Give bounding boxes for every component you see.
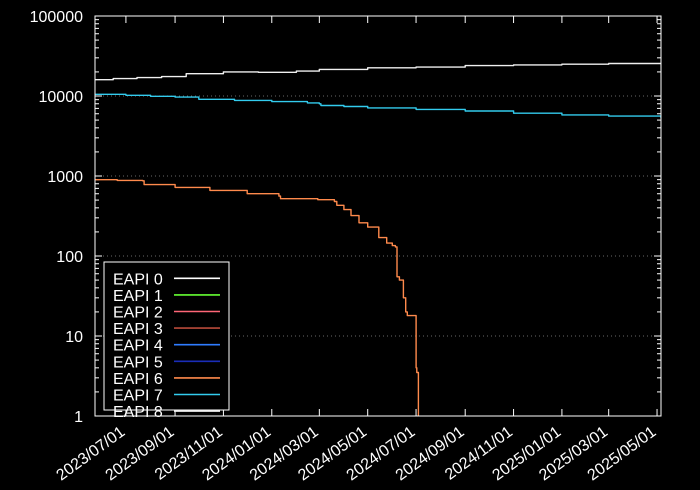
series-line-eapi-6: [95, 179, 420, 416]
y-tick-label: 100: [56, 249, 83, 266]
y-tick-label: 100000: [30, 9, 83, 26]
series-line-eapi-7: [95, 93, 661, 119]
plot-area: [95, 62, 661, 416]
y-tick-label: 10: [65, 329, 83, 346]
legend-label: EAPI 7: [113, 388, 163, 405]
plot-frame: [94, 15, 662, 417]
legend-label: EAPI 2: [113, 305, 163, 322]
legend-label: EAPI 0: [113, 271, 163, 288]
legend-label: EAPI 5: [113, 354, 163, 371]
legend-label: EAPI 1: [113, 288, 163, 305]
legend-label: EAPI 8: [113, 404, 163, 421]
legend-label: EAPI 3: [113, 321, 163, 338]
y-tick-label: 1: [74, 409, 83, 426]
legend-label: EAPI 4: [113, 338, 163, 355]
series-line-eapi-8: [95, 62, 661, 81]
y-tick-label: 10000: [39, 89, 84, 106]
y-tick-label: 1000: [47, 169, 83, 186]
legend-label: EAPI 6: [113, 371, 163, 388]
legend-box: [103, 261, 230, 411]
